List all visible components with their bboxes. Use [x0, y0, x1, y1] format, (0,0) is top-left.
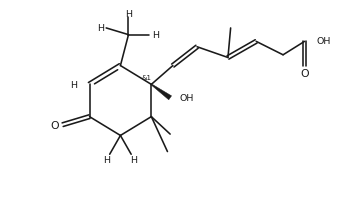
- Text: H: H: [125, 9, 132, 19]
- Text: &1: &1: [141, 75, 151, 80]
- Text: O: O: [300, 69, 309, 79]
- Text: H: H: [97, 24, 104, 33]
- Text: H: H: [130, 155, 137, 164]
- Text: H: H: [104, 155, 110, 164]
- Text: OH: OH: [180, 94, 194, 103]
- Text: OH: OH: [317, 36, 331, 45]
- Text: H: H: [70, 80, 77, 89]
- Text: O: O: [51, 120, 59, 130]
- Text: H: H: [152, 31, 159, 40]
- Polygon shape: [151, 84, 172, 100]
